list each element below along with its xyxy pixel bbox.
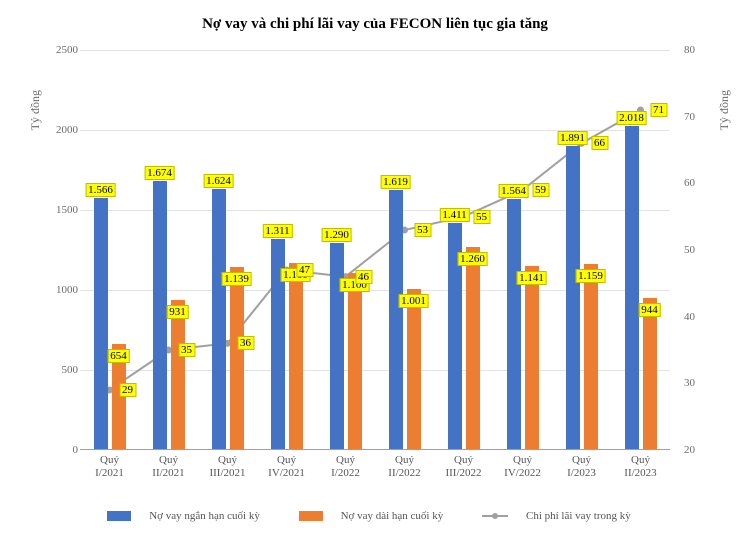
legend-label-bar1: Nợ vay ngắn hạn cuối kỳ xyxy=(149,510,260,522)
bar-short-term-debt xyxy=(389,190,403,449)
y-right-tick: 30 xyxy=(684,377,712,389)
datalabel-line: 53 xyxy=(414,223,431,237)
x-category-label: Quý II/2021 xyxy=(139,454,198,480)
bar-long-term-debt xyxy=(525,266,539,449)
datalabel-bar1: 1.564 xyxy=(498,184,529,198)
chart-frame: Nợ vay và chi phí lãi vay của FECON liên… xyxy=(0,0,750,542)
bar-short-term-debt xyxy=(330,243,344,449)
y-right-tick: 80 xyxy=(684,44,712,56)
bar-long-term-debt xyxy=(466,247,480,449)
chart-title: Nợ vay và chi phí lãi vay của FECON liên… xyxy=(10,10,740,33)
legend-swatch-line xyxy=(482,511,508,521)
y-left-tick: 2500 xyxy=(50,44,78,56)
x-category-label: Quý I/2021 xyxy=(80,454,139,480)
datalabel-bar1: 1.624 xyxy=(203,174,234,188)
datalabel-bar1: 1.674 xyxy=(144,166,175,180)
legend-item-bar2: Nợ vay dài hạn cuối kỳ xyxy=(299,510,456,522)
bar-long-term-debt xyxy=(348,273,362,449)
legend-swatch-bar2 xyxy=(299,511,323,521)
datalabel-bar1: 2.018 xyxy=(616,111,647,125)
y-left-tick: 1000 xyxy=(50,284,78,296)
datalabel-line: 35 xyxy=(178,343,195,357)
datalabel-bar2: 1.260 xyxy=(457,252,488,266)
y-right-tick: 50 xyxy=(684,244,712,256)
legend-label-line: Chi phí lãi vay trong kỳ xyxy=(526,510,631,522)
bar-short-term-debt xyxy=(212,189,226,449)
datalabel-line: 36 xyxy=(237,336,254,350)
bar-short-term-debt xyxy=(153,181,167,449)
bar-long-term-debt xyxy=(584,264,598,449)
datalabel-bar2: 931 xyxy=(166,305,189,319)
legend-item-bar1: Nợ vay ngắn hạn cuối kỳ xyxy=(107,510,272,522)
bar-short-term-debt xyxy=(94,198,108,449)
datalabel-line: 59 xyxy=(532,183,549,197)
x-category-label: Quý II/2023 xyxy=(611,454,670,480)
datalabel-bar1: 1.411 xyxy=(439,208,469,222)
y-left-tick: 2000 xyxy=(50,124,78,136)
datalabel-line: 66 xyxy=(591,136,608,150)
datalabel-bar2: 944 xyxy=(638,303,661,317)
datalabel-bar1: 1.290 xyxy=(321,228,352,242)
y-axis-left-label: Tỷ đồng xyxy=(28,90,43,130)
datalabel-bar1: 1.566 xyxy=(85,183,116,197)
datalabel-bar2: 1.141 xyxy=(516,271,547,285)
datalabel-bar1: 1.891 xyxy=(557,131,588,145)
chart-container: Nợ vay và chi phí lãi vay của FECON liên… xyxy=(10,10,740,532)
bar-long-term-debt xyxy=(643,298,657,449)
x-category-label: Quý III/2021 xyxy=(198,454,257,480)
x-category-label: Quý IV/2022 xyxy=(493,454,552,480)
plot-area xyxy=(80,50,670,450)
x-category-label: Quý IV/2021 xyxy=(257,454,316,480)
y-axis-right-label: Tỷ đồng xyxy=(717,90,732,130)
x-category-label: Quý III/2022 xyxy=(434,454,493,480)
datalabel-bar1: 1.311 xyxy=(262,224,292,238)
datalabel-bar2: 654 xyxy=(107,349,130,363)
y-right-tick: 20 xyxy=(684,444,712,456)
legend-label-bar2: Nợ vay dài hạn cuối kỳ xyxy=(341,510,444,522)
legend: Nợ vay ngắn hạn cuối kỳ Nợ vay dài hạn c… xyxy=(10,510,740,524)
bar-long-term-debt xyxy=(289,263,303,449)
datalabel-line: 55 xyxy=(473,210,490,224)
datalabel-line: 29 xyxy=(119,383,136,397)
y-right-tick: 40 xyxy=(684,311,712,323)
x-category-label: Quý I/2022 xyxy=(316,454,375,480)
datalabel-bar1: 1.619 xyxy=(380,175,411,189)
datalabel-bar2: 1.159 xyxy=(575,269,606,283)
datalabel-bar2: 1.001 xyxy=(398,294,429,308)
datalabel-line: 46 xyxy=(355,270,372,284)
bar-short-term-debt xyxy=(566,146,580,449)
bar-long-term-debt xyxy=(230,267,244,449)
y-left-tick: 1500 xyxy=(50,204,78,216)
bar-short-term-debt xyxy=(507,199,521,449)
legend-item-line: Chi phí lãi vay trong kỳ xyxy=(482,510,643,522)
y-right-tick: 70 xyxy=(684,111,712,123)
datalabel-line: 47 xyxy=(296,263,313,277)
x-category-label: Quý I/2023 xyxy=(552,454,611,480)
x-category-label: Quý II/2022 xyxy=(375,454,434,480)
y-left-tick: 0 xyxy=(50,444,78,456)
datalabel-line: 71 xyxy=(650,103,667,117)
bar-short-term-debt xyxy=(625,126,639,449)
bar-long-term-debt xyxy=(171,300,185,449)
bar-long-term-debt xyxy=(407,289,421,449)
line-series-layer xyxy=(80,50,670,449)
y-right-tick: 60 xyxy=(684,177,712,189)
datalabel-bar2: 1.139 xyxy=(221,272,252,286)
legend-swatch-bar1 xyxy=(107,511,131,521)
y-left-tick: 500 xyxy=(50,364,78,376)
